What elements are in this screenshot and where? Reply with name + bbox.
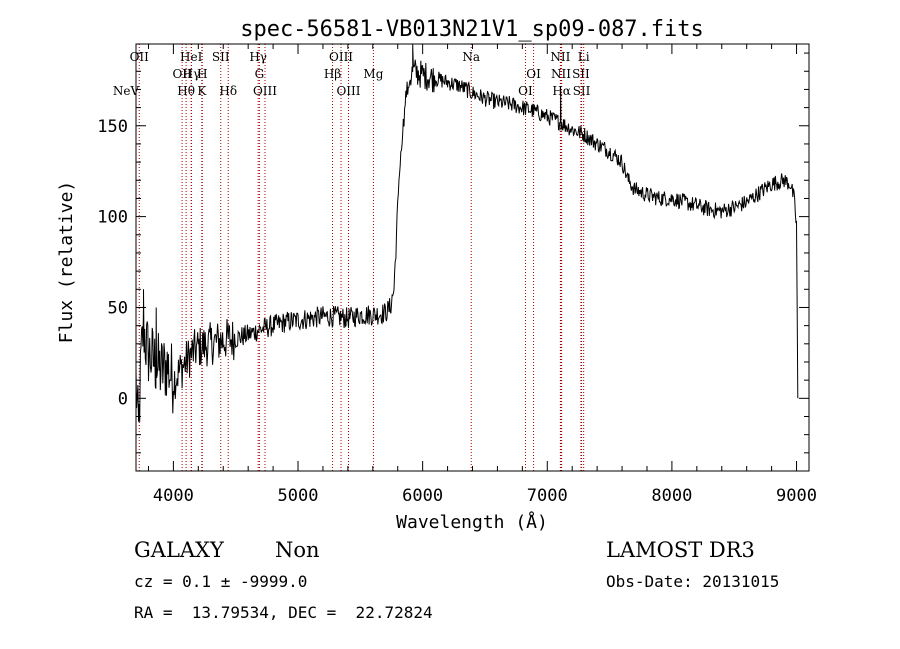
- line-marker-label: OII: [172, 67, 192, 81]
- observation-date: Obs-Date: 20131015: [606, 572, 780, 591]
- line-marker-label: NeV: [113, 84, 140, 98]
- line-marker-label: SII: [573, 84, 591, 98]
- object-class: GALAXY: [134, 538, 224, 562]
- line-marker-label: Hθ: [177, 84, 195, 98]
- line-markers: OIINeVOIIHθHeIHγKHSIIHδHγGOIIIHβOIIIOIII…: [113, 44, 591, 471]
- y-tick-label: 100: [97, 208, 128, 228]
- x-tick-label: 8000: [651, 486, 692, 506]
- plot-frame: [135, 43, 810, 472]
- y-tick-label: 150: [97, 117, 128, 137]
- survey-name: LAMOST DR3: [606, 538, 755, 562]
- redshift-readout: cz = 0.1 ± -9999.0: [134, 572, 308, 591]
- line-marker-label: OIII: [336, 84, 360, 98]
- line-marker-label: Hγ: [183, 67, 201, 81]
- line-marker-label: Na: [462, 50, 480, 64]
- line-marker-label: K: [197, 84, 207, 98]
- x-tick-label: 4000: [153, 486, 194, 506]
- chart-title: spec-56581-VB013N21V1_sp09-087.fits: [240, 17, 704, 42]
- plot-area: [135, 43, 799, 423]
- line-marker-label: Mg: [363, 67, 383, 81]
- y-tick-label: 50: [108, 298, 128, 318]
- line-marker-label: Li: [578, 50, 590, 64]
- x-tick-label: 5000: [278, 486, 319, 506]
- x-axis-label: Wavelength (Å): [396, 511, 548, 533]
- line-marker-label: G: [255, 67, 265, 81]
- line-marker-label: OIII: [329, 50, 353, 64]
- x-tick-label: 7000: [527, 486, 568, 506]
- axes: 4000 5000 6000 7000 8000 9000 0 50 100 150: [97, 43, 817, 506]
- line-marker-label: Hδ: [219, 84, 237, 98]
- line-marker-label: OI: [518, 84, 533, 98]
- y-tick-label: 0: [118, 389, 128, 409]
- coordinates-readout: RA = 13.79534, DEC = 22.72824: [134, 603, 433, 622]
- line-marker-label: H: [197, 67, 207, 81]
- line-marker-label: Hα: [552, 84, 571, 98]
- line-marker-label: SII: [212, 50, 230, 64]
- x-tick-label: 6000: [402, 486, 443, 506]
- spectrum-line: [135, 43, 799, 423]
- object-subclass: Non: [275, 538, 320, 562]
- line-marker-label: Hβ: [324, 67, 341, 81]
- y-axis-label: Flux (relative): [56, 181, 77, 344]
- line-marker-label: OII: [130, 50, 150, 64]
- x-tick-label: 9000: [776, 486, 817, 506]
- line-marker-label: OI: [526, 67, 541, 81]
- line-marker-label: Hγ: [249, 50, 267, 64]
- line-marker-label: OIII: [253, 84, 277, 98]
